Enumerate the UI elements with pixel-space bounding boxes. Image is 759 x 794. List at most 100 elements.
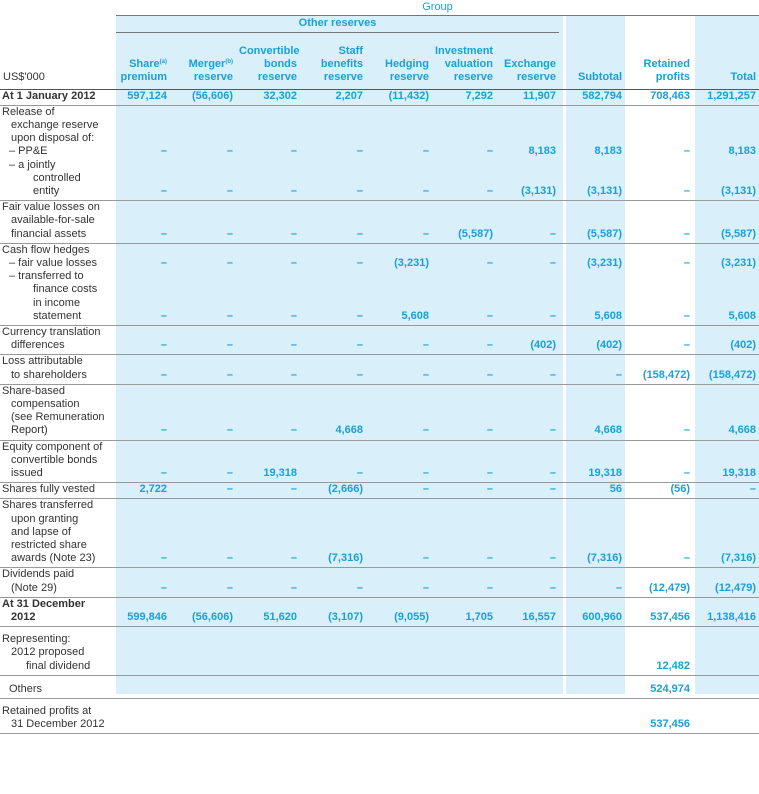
row-label: Dividends paid (Note 29) <box>0 567 116 598</box>
cell-investment-valuation-reserve: – <box>432 498 496 569</box>
cell-total: (3,131) <box>693 158 759 202</box>
statement-table: Group Other reserves US$'000 Share(a) pre… <box>0 0 759 735</box>
cell-subtotal: 19,318 <box>559 440 625 484</box>
cell-merger-reserve: – <box>226 145 233 158</box>
cell-retained-profits: 537,456 <box>625 597 693 628</box>
cell-merger-reserve: – <box>170 325 236 356</box>
cell-investment-valuation-reserve: – <box>486 256 493 269</box>
cell-exchange-reserve: 8,183 <box>528 145 556 158</box>
cell-convertible-bonds-reserve: – <box>236 270 300 326</box>
cell-merger-reserve: – <box>170 482 236 500</box>
cell-retained-profits: – <box>625 270 693 326</box>
cell-subtotal: 5,608 <box>559 270 625 326</box>
cell-subtotal: (3,131) <box>559 158 625 202</box>
cell-subtotal: – <box>559 354 625 385</box>
cell-total: 5,608 <box>693 270 759 326</box>
col-header-hedging-reserve: Hedging reserve <box>385 58 429 84</box>
cell-exchange-reserve: – <box>549 256 556 269</box>
cell-exchange-reserve: – <box>496 482 559 500</box>
table-row: At 31 December 2012 599,846 (56,606) 51,62… <box>0 597 759 628</box>
cell-investment-valuation-reserve: 7,292 <box>432 88 496 106</box>
row-label: – a jointly controlled entity <box>0 158 116 202</box>
col-header-share-premium: Share(a) premium <box>120 58 167 84</box>
table-row: Cash flow hedges <box>0 243 759 257</box>
cell-exchange-reserve: 11,907 <box>496 88 559 106</box>
cell-hedging-reserve: – <box>366 482 432 500</box>
cell-subtotal: (5,587) <box>559 200 625 244</box>
cell-staff-benefits-reserve: – <box>300 200 366 244</box>
cell-hedging-reserve: – <box>366 158 432 202</box>
row-label: Representing: <box>2 633 71 646</box>
table-row: 2012 proposed final dividend 12,482 <box>0 646 759 676</box>
cell-exchange-reserve: – <box>496 200 559 244</box>
table-row: Shares fully vested 2,722– – (2,666) – – –56(… <box>0 482 759 500</box>
cell-share-premium: – <box>116 354 170 385</box>
col-header-total: Total <box>730 71 757 84</box>
table-row: Retained profits at 31 December 2012 537… <box>0 698 759 735</box>
cell-retained-profits: – <box>625 440 693 484</box>
cell-total: (3,231) <box>721 256 757 269</box>
table-row: Share-based compensation (see Remunerati… <box>0 384 759 441</box>
cell-staff-benefits-reserve: – <box>300 325 366 356</box>
proposed-dividend-value: 12,482 <box>625 646 693 676</box>
cell-exchange-reserve: (402) <box>496 325 559 356</box>
cell-share-premium: – <box>116 498 170 569</box>
group-header: Group <box>116 0 759 16</box>
cell-exchange-reserve: – <box>496 354 559 385</box>
cell-investment-valuation-reserve: – <box>432 270 496 326</box>
row-label: Cash flow hedges <box>2 243 90 256</box>
cell-subtotal: 56 <box>559 482 625 500</box>
cell-convertible-bonds-reserve: – <box>236 567 300 598</box>
cell-total: 4,668 <box>693 384 759 441</box>
cell-share-premium: – <box>116 440 170 484</box>
cell-subtotal: 582,794 <box>559 88 625 106</box>
cell-retained-profits: (158,472) <box>625 354 693 385</box>
cell-total: (158,472) <box>693 354 759 385</box>
cell-total: (402) <box>693 325 759 356</box>
cell-share-premium: – <box>160 256 167 269</box>
row-label: 2012 proposed final dividend <box>0 646 116 676</box>
cell-total: 1,291,257 <box>693 88 759 106</box>
cell-subtotal: (402) <box>559 325 625 356</box>
cell-convertible-bonds-reserve: 32,302 <box>236 88 300 106</box>
cell-retained-profits: 708,463 <box>625 88 693 106</box>
cell-exchange-reserve: – <box>496 384 559 441</box>
cell-share-premium: – <box>160 145 167 158</box>
cell-total: (5,587) <box>693 200 759 244</box>
cell-share-premium: 2,722 <box>116 482 170 500</box>
col-header-subtotal: Subtotal <box>578 71 622 84</box>
cell-hedging-reserve: 5,608 <box>366 270 432 326</box>
cell-hedging-reserve: – <box>366 354 432 385</box>
cell-share-premium: – <box>116 200 170 244</box>
cell-merger-reserve: – <box>170 354 236 385</box>
unit-label: US$'000 <box>3 71 45 84</box>
cell-investment-valuation-reserve: – <box>432 567 496 598</box>
row-label: Equity component of convertible bonds is… <box>0 440 116 484</box>
cell-convertible-bonds-reserve: – <box>236 325 300 356</box>
cell-merger-reserve: (56,606) <box>170 88 236 106</box>
table-row: Shares transferred upon granting and lap… <box>0 498 759 569</box>
cell-hedging-reserve: (3,231) <box>394 256 429 269</box>
cell-retained-profits: (56) <box>625 482 693 500</box>
cell-staff-benefits-reserve: – <box>356 256 363 269</box>
row-label: – transferred to finance costs in income… <box>0 270 116 326</box>
other-reserves-header-row: Other reserves <box>0 15 759 33</box>
cell-hedging-reserve: – <box>366 440 432 484</box>
row-label: Share-based compensation (see Remunerati… <box>0 384 116 441</box>
cell-retained-profits: (12,479) <box>625 567 693 598</box>
other-reserves-header: Other reserves <box>116 15 559 33</box>
cell-convertible-bonds-reserve: – <box>236 158 300 202</box>
cell-convertible-bonds-reserve: – <box>236 200 300 244</box>
cell-merger-reserve: – <box>170 158 236 202</box>
cell-exchange-reserve: 16,557 <box>496 597 559 628</box>
cell-investment-valuation-reserve: – <box>432 325 496 356</box>
cell-merger-reserve: – <box>170 270 236 326</box>
cell-investment-valuation-reserve: – <box>432 384 496 441</box>
cell-retained-profits: – <box>683 256 690 269</box>
cell-investment-valuation-reserve: – <box>432 158 496 202</box>
cell-subtotal: – <box>559 567 625 598</box>
cell-hedging-reserve: – <box>366 384 432 441</box>
cell-staff-benefits-reserve: (3,107) <box>300 597 366 628</box>
table-row: Dividends paid (Note 29) – – – – – – – – (12,479… <box>0 567 759 598</box>
cell-retained-profits: – <box>625 498 693 569</box>
